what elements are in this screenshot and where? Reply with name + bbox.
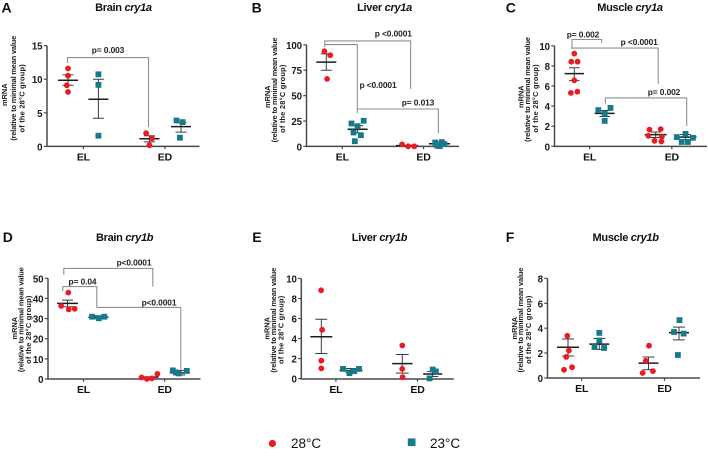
svg-text:ED: ED	[158, 151, 173, 163]
svg-text:Brain cry1b: Brain cry1b	[96, 232, 154, 244]
svg-text:(relative to minimal mean valu: (relative to minimal mean value	[17, 267, 26, 372]
svg-text:EL: EL	[329, 384, 343, 396]
svg-text:23°C: 23°C	[430, 436, 460, 451]
svg-text:8: 8	[291, 295, 297, 306]
svg-text:0: 0	[37, 142, 42, 153]
svg-text:Liver cry1b: Liver cry1b	[352, 232, 408, 244]
svg-text:p= 0.002: p= 0.002	[648, 87, 681, 97]
svg-text:Brain cry1a: Brain cry1a	[95, 2, 152, 14]
svg-text:p <0.0001: p <0.0001	[375, 29, 412, 39]
svg-text:20: 20	[33, 335, 43, 346]
svg-text:ED: ED	[410, 384, 425, 396]
svg-text:10: 10	[32, 75, 42, 86]
svg-text:p <0.0001: p <0.0001	[621, 37, 658, 47]
svg-text:(relative to minimal mean valu: (relative to minimal mean value	[9, 36, 18, 141]
svg-text:E: E	[252, 229, 261, 245]
svg-text:10: 10	[33, 355, 43, 366]
svg-text:ED: ED	[657, 383, 672, 395]
svg-text:EL: EL	[575, 383, 589, 395]
svg-text:0: 0	[291, 375, 296, 386]
svg-text:0: 0	[545, 142, 550, 153]
svg-text:p<0.0001: p<0.0001	[117, 258, 152, 268]
svg-text:4: 4	[545, 102, 551, 113]
svg-text:Muscle cry1a: Muscle cry1a	[597, 2, 663, 14]
svg-text:p= 0.003: p= 0.003	[92, 45, 125, 55]
svg-text:2: 2	[538, 349, 543, 360]
svg-text:of the 28°C group): of the 28°C group)	[277, 295, 286, 364]
svg-text:28°C: 28°C	[291, 436, 321, 451]
svg-text:(relative to minimal mean valu: (relative to minimal mean value	[270, 38, 279, 143]
svg-text:10: 10	[539, 42, 549, 53]
svg-text:0: 0	[38, 375, 43, 386]
svg-text:mRNA: mRNA	[10, 316, 19, 339]
svg-text:10: 10	[286, 275, 296, 286]
svg-text:p= 0.04: p= 0.04	[69, 277, 97, 287]
svg-text:5: 5	[37, 109, 43, 120]
svg-text:6: 6	[545, 82, 551, 93]
svg-text:50: 50	[291, 92, 301, 103]
svg-text:A: A	[2, 0, 12, 15]
svg-text:(relative to minimal mean valu: (relative to minimal mean value	[516, 268, 525, 373]
svg-text:(relative to minimal mean valu: (relative to minimal mean value	[523, 37, 532, 142]
svg-text:4: 4	[538, 324, 544, 335]
svg-text:0: 0	[297, 142, 302, 153]
svg-text:C: C	[506, 0, 516, 15]
svg-text:of the 28°C group): of the 28°C group)	[24, 295, 33, 364]
svg-text:40: 40	[33, 294, 43, 305]
svg-text:EL: EL	[336, 151, 350, 163]
svg-text:Liver cry1a: Liver cry1a	[357, 2, 412, 14]
svg-text:0: 0	[538, 374, 543, 385]
svg-text:4: 4	[291, 335, 297, 346]
svg-text:2: 2	[291, 355, 296, 366]
svg-text:ED: ED	[416, 151, 431, 163]
svg-text:Muscle cry1b: Muscle cry1b	[593, 232, 660, 244]
svg-text:mRNA: mRNA	[263, 85, 272, 108]
svg-text:ED: ED	[665, 151, 680, 163]
svg-text:EL: EL	[583, 151, 597, 163]
svg-text:mRNA: mRNA	[0, 83, 9, 106]
svg-text:of the 28°C group): of the 28°C group)	[18, 64, 27, 133]
svg-text:B: B	[252, 0, 262, 15]
svg-text:30: 30	[33, 315, 43, 326]
svg-text:of the 28°C group): of the 28°C group)	[278, 64, 287, 133]
svg-text:75: 75	[291, 66, 302, 77]
svg-text:of the 28°C group): of the 28°C group)	[531, 64, 540, 133]
svg-text:mRNA: mRNA	[263, 316, 272, 339]
svg-text:(relative to minimal mean valu: (relative to minimal mean value	[269, 268, 278, 373]
svg-text:mRNA: mRNA	[510, 316, 519, 339]
svg-text:2: 2	[545, 122, 550, 133]
svg-text:mRNA: mRNA	[517, 85, 526, 108]
svg-text:50: 50	[33, 274, 43, 285]
svg-text:25: 25	[291, 117, 302, 128]
svg-text:6: 6	[538, 299, 544, 310]
svg-text:p<0.0001: p<0.0001	[142, 298, 177, 308]
svg-text:6: 6	[291, 315, 297, 326]
svg-text:ED: ED	[158, 384, 173, 396]
svg-text:F: F	[506, 229, 515, 245]
svg-text:of the 28°C group): of the 28°C group)	[524, 295, 533, 364]
svg-text:p <0.0001: p <0.0001	[359, 80, 396, 90]
svg-text:p= 0.002: p= 0.002	[567, 30, 600, 40]
svg-text:EL: EL	[77, 151, 91, 163]
svg-text:D: D	[3, 229, 13, 245]
svg-text:8: 8	[538, 274, 544, 285]
svg-text:8: 8	[545, 62, 551, 73]
svg-text:15: 15	[32, 42, 43, 53]
svg-text:EL: EL	[77, 384, 91, 396]
svg-text:100: 100	[286, 41, 302, 52]
svg-text:p= 0.013: p= 0.013	[402, 98, 435, 108]
